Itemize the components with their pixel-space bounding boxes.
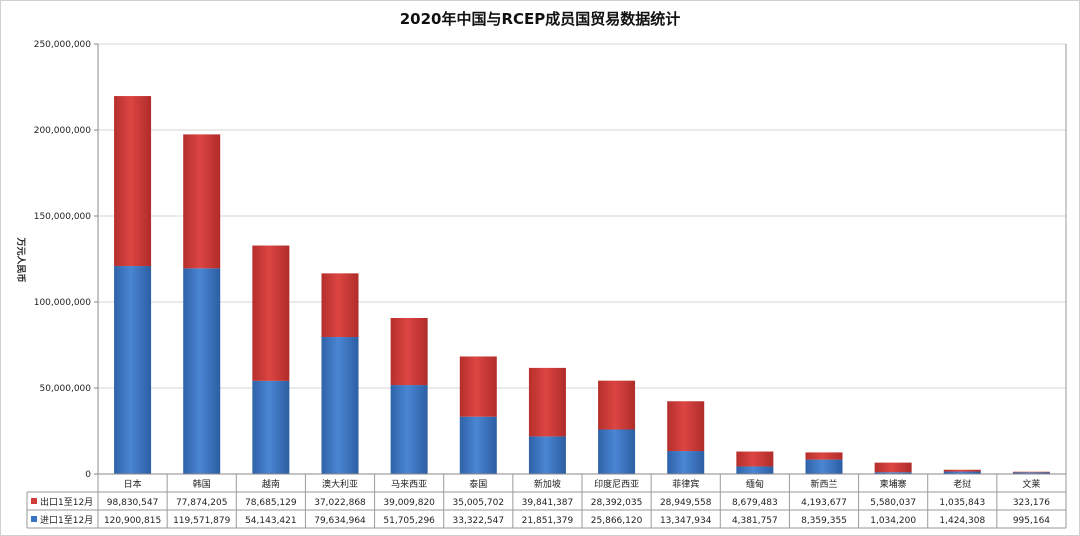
data-label: 120,900,815	[104, 516, 161, 526]
bar-import	[114, 266, 152, 474]
bar-import	[874, 472, 912, 474]
y-tick-label: 50,000,000	[39, 384, 91, 394]
bar-import	[321, 337, 359, 474]
legend-swatch	[31, 516, 37, 522]
data-label: 98,830,547	[107, 498, 159, 508]
bar-import	[943, 471, 981, 474]
data-label: 37,022,868	[314, 498, 366, 508]
bar-export	[459, 356, 497, 417]
data-label: 13,347,934	[660, 516, 712, 526]
data-label: 8,359,355	[801, 516, 847, 526]
data-label: 995,164	[1013, 516, 1050, 526]
bar-export	[943, 469, 981, 472]
legend-entry: 出口1至12月	[40, 496, 93, 508]
y-axis-label: 万元人民币	[15, 236, 27, 282]
bar-export	[321, 273, 359, 338]
bar-export	[183, 134, 221, 269]
x-tick-label: 新加坡	[534, 478, 561, 490]
bar-export	[874, 462, 912, 473]
bar-export	[252, 245, 290, 381]
data-label: 77,874,205	[176, 498, 228, 508]
data-label: 78,685,129	[245, 498, 297, 508]
data-label: 54,143,421	[245, 516, 297, 526]
x-tick-label: 日本	[124, 478, 142, 490]
data-label: 21,851,379	[522, 516, 574, 526]
bar-export	[1012, 471, 1050, 473]
data-label: 39,009,820	[383, 498, 435, 508]
x-tick-label: 澳大利亚	[322, 478, 358, 490]
bar-export	[598, 380, 636, 430]
x-tick-label: 印度尼西亚	[594, 478, 639, 490]
data-label: 4,193,677	[801, 498, 847, 508]
legend-swatch	[31, 498, 37, 504]
x-tick-label: 越南	[262, 478, 280, 490]
bar-export	[667, 401, 705, 452]
bar-import	[736, 466, 774, 474]
y-axis-ticks: 0 50,000,000 100,000,000 150,000,000 200,000…	[34, 40, 98, 480]
data-label: 1,034,200	[870, 516, 916, 526]
bar-export	[528, 367, 566, 437]
y-tick-label: 0	[85, 470, 91, 480]
bar-export	[114, 96, 152, 267]
y-tick-label: 200,000,000	[34, 126, 92, 136]
bar-import	[528, 436, 566, 474]
x-tick-label: 韩国	[193, 478, 211, 490]
data-label: 33,322,547	[453, 516, 505, 526]
chart-title: 2020年中国与RCEP成员国贸易数据统计	[400, 10, 681, 28]
data-label: 1,424,308	[939, 516, 985, 526]
x-tick-label: 柬埔寨	[880, 478, 907, 490]
y-tick-label: 250,000,000	[34, 40, 92, 50]
data-table: 日本 韩国 越南 澳大利亚 马来西亚 泰国 新加坡 印度尼西亚 菲律宾 缅甸 新西兰 柬埔寨 老挝 文莱出…	[26, 44, 1067, 529]
bar-import	[598, 429, 636, 474]
bar-import	[667, 451, 705, 474]
y-tick-label: 100,000,000	[34, 298, 92, 308]
bar-import	[1012, 472, 1050, 474]
data-label: 25,866,120	[591, 516, 643, 526]
bar-import	[390, 385, 428, 474]
x-tick-label: 菲律宾	[672, 478, 699, 490]
bar-export	[805, 452, 843, 460]
data-label: 28,392,035	[591, 498, 643, 508]
data-label: 8,679,483	[732, 498, 778, 508]
bar-import	[459, 416, 497, 474]
legend-entry: 进口1至12月	[40, 515, 93, 526]
data-label: 5,580,037	[870, 498, 916, 508]
data-label: 51,705,296	[383, 516, 435, 526]
data-label: 1,035,843	[939, 498, 985, 508]
x-tick-label: 泰国	[469, 478, 487, 490]
bar-import	[183, 268, 221, 474]
bar-import	[252, 380, 290, 474]
data-label: 28,949,558	[660, 498, 712, 508]
bar-export	[736, 451, 774, 467]
bars	[114, 96, 1050, 474]
x-tick-label: 马来西亚	[391, 479, 427, 490]
data-label: 4,381,757	[732, 516, 778, 526]
data-label: 35,005,702	[453, 498, 505, 508]
data-label: 39,841,387	[522, 498, 574, 508]
bar-export	[390, 317, 428, 386]
data-label: 119,571,879	[173, 516, 231, 526]
x-tick-label: 新西兰	[810, 478, 837, 490]
x-tick-label: 缅甸	[746, 478, 764, 490]
x-tick-label: 老挝	[953, 478, 971, 490]
y-tick-label: 150,000,000	[34, 212, 92, 222]
data-label: 323,176	[1013, 498, 1050, 508]
bar-import	[805, 459, 843, 474]
data-label: 79,634,964	[314, 516, 366, 526]
x-tick-label: 文莱	[1022, 478, 1040, 490]
